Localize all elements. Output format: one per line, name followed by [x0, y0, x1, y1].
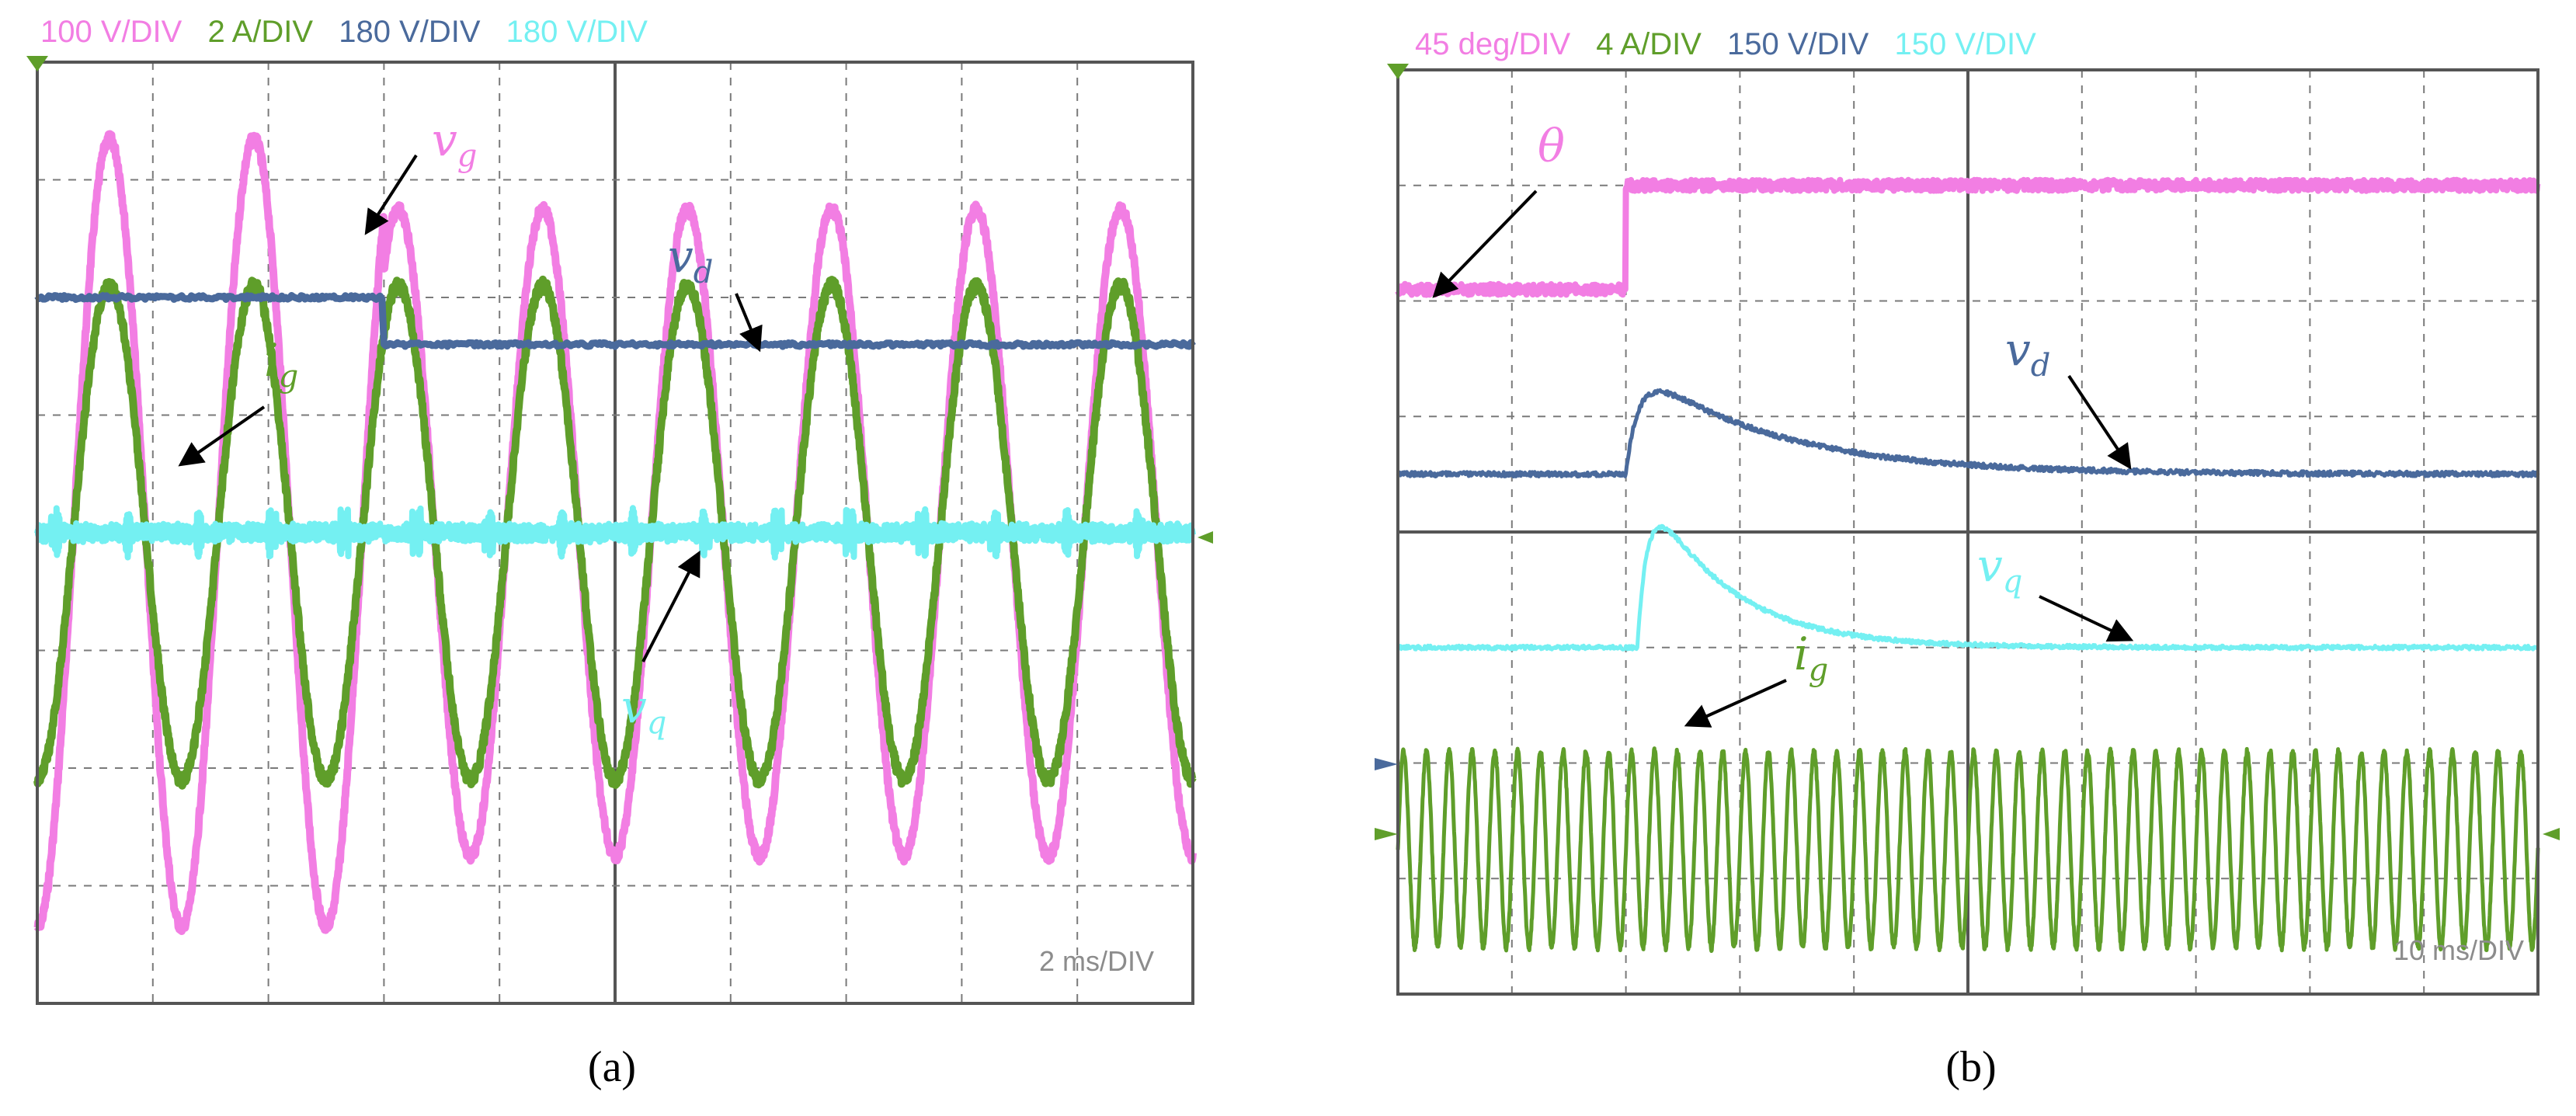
- panel-a-arrow-vq: [641, 550, 700, 662]
- panel-a-ground-marker: [1198, 531, 1213, 544]
- panel-a-scale-cyan: 180 V/DIV: [506, 15, 648, 49]
- trace-vd: [34, 292, 1196, 350]
- panel-b-label-theta: θ: [1538, 120, 1565, 172]
- panel-b-scale-blue: 150 V/DIV: [1727, 27, 1869, 61]
- panel-b-label-ig: ig: [1794, 628, 1828, 688]
- trace-vq: [34, 505, 1196, 561]
- panel-b-scale-cyan: 150 V/DIV: [1894, 27, 2036, 61]
- panel-b-scale-green: 4 A/DIV: [1596, 27, 1702, 61]
- panel-a-traces: [33, 130, 1197, 935]
- panel-b-frame: [1396, 68, 2539, 996]
- trace-ig: [33, 275, 1197, 790]
- trace-ig: [1396, 746, 2540, 953]
- svg-text:45 deg/DIV 4 A/DIV: 45 deg/DIV 4 A/DIV 150 V/DIV 150 V/DIV: [1415, 27, 2036, 61]
- panel-b-traces: [1395, 176, 2541, 953]
- panel-b-ig-marker: [1375, 828, 1398, 840]
- svg-text:100 V/DIV 2 A/DIV: 100 V/DIV 2 A/DIV 180 V/DIV 180 V/DIV: [40, 15, 648, 49]
- panel-a-trigger-marker: [26, 56, 48, 71]
- panel-b-label-vd: vd: [2005, 323, 2050, 384]
- panel-b-caption: (b): [1945, 1043, 1996, 1091]
- panel-a-caption: (a): [588, 1043, 636, 1091]
- panel-a-arrow-ig: [178, 405, 266, 467]
- panel-b-timebase: 10 ms/DIV: [2393, 934, 2524, 966]
- panel-b-arrow-vd: [2067, 374, 2132, 470]
- panel-a-label-vq: vq: [621, 680, 666, 741]
- panel-a-scale-pink: 100 V/DIV: [40, 15, 183, 49]
- panel-b-trigger-marker: [1387, 64, 1409, 79]
- panel-b-label-vq: vq: [1977, 539, 2022, 600]
- panel-b-arrow-ig: [1684, 679, 1787, 728]
- panel-a-scale-green: 2 A/DIV: [207, 15, 313, 49]
- trace-vq: [1396, 523, 2540, 652]
- panel-a-timebase: 2 ms/DIV: [1039, 945, 1154, 977]
- panel-a: 100 V/DIV 2 A/DIV 180 V/DIV 180 V/DIV vg…: [26, 15, 1213, 1091]
- trace-vd: [1396, 388, 2540, 479]
- panel-b: 45 deg/DIV 4 A/DIV 150 V/DIV 150 V/DIV θ…: [1375, 27, 2560, 1091]
- panel-a-arrow-vd: [735, 293, 763, 353]
- panel-a-label-vg: vg: [432, 113, 477, 174]
- panel-a-scale-blue: 180 V/DIV: [339, 15, 481, 49]
- panel-b-vd-marker: [1375, 758, 1398, 770]
- panel-a-arrow-vg: [364, 154, 418, 235]
- panel-a-label-vd: vd: [668, 230, 713, 290]
- trace-theta: [1395, 176, 2541, 298]
- trace-vg: [33, 130, 1197, 935]
- panel-b-arrow-theta: [1432, 189, 1538, 298]
- panel-b-ground-marker: [2543, 828, 2560, 840]
- panel-a-frame: [36, 61, 1194, 1005]
- panel-b-arrow-vq: [2039, 595, 2134, 642]
- panel-b-scale-pink: 45 deg/DIV: [1415, 27, 1570, 61]
